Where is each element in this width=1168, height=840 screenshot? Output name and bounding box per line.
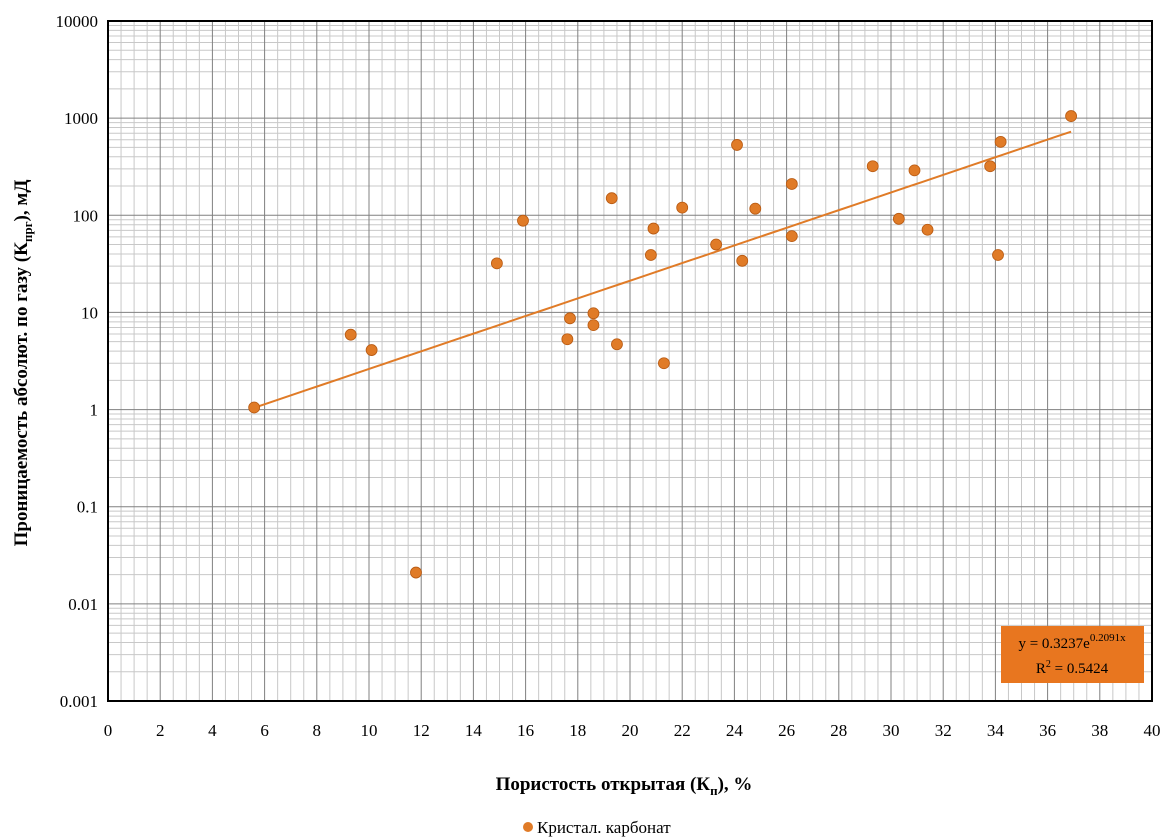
y-tick-label: 10: [81, 303, 98, 322]
x-tick-label: 24: [726, 721, 744, 740]
data-point: [647, 222, 660, 235]
trendline-r-squared: R2 = 0.5424: [1036, 659, 1109, 677]
data-point: [749, 202, 762, 215]
legend-marker: [523, 822, 533, 832]
x-tick-label: 30: [883, 721, 900, 740]
r2-superscript: 2: [1046, 659, 1051, 670]
data-point: [1065, 110, 1077, 122]
data-point: [892, 212, 905, 225]
data-point: [517, 214, 529, 227]
y-axis-tick-labels: 0.001 0.01 0.1 1 10 100 1000 10000: [56, 12, 99, 711]
legend-label: Кристал. карбонат: [537, 818, 671, 837]
data-point: [587, 307, 600, 320]
legend: Кристал. карбонат: [523, 818, 671, 837]
x-tick-label: 20: [622, 721, 639, 740]
y-axis-title-suffix: ), мД: [11, 180, 32, 222]
r2-main: R: [1036, 661, 1046, 677]
x-tick-label: 34: [987, 721, 1005, 740]
x-tick-label: 40: [1144, 721, 1161, 740]
y-tick-label: 0.001: [60, 692, 98, 711]
x-tick-label: 2: [156, 721, 165, 740]
plot-area-frame: [107, 20, 1153, 702]
y-tick-label: 1000: [64, 109, 98, 128]
trendline-equation-box: y = 0.3237e0.2091x R2 = 0.5424: [1001, 626, 1144, 683]
data-point: [611, 338, 623, 351]
x-tick-label: 6: [260, 721, 269, 740]
x-tick-label: 18: [569, 721, 586, 740]
data-point: [676, 201, 689, 214]
trendline-equation: y = 0.3237e0.2091x: [1018, 632, 1126, 652]
data-point: [564, 312, 576, 325]
y-tick-label: 1: [90, 401, 99, 420]
data-point: [248, 401, 261, 414]
data-point: [908, 164, 921, 177]
x-tick-label: 26: [778, 721, 795, 740]
x-tick-label: 12: [413, 721, 430, 740]
equation-box-background: [1001, 626, 1144, 683]
data-point: [984, 160, 997, 173]
x-tick-label: 38: [1091, 721, 1108, 740]
x-axis-tick-labels: 0 2 4 6 8 10 12 14 16 18 20 22 24 26 28 30 32 34 36 38 40: [104, 721, 1161, 740]
data-point: [731, 139, 743, 151]
data-point: [992, 249, 1004, 261]
y-axis-title: Проницаемость абсолют. по газу (Кпрг), м…: [11, 180, 35, 547]
x-tick-label: 10: [361, 721, 378, 740]
data-point: [587, 319, 600, 332]
data-point: [490, 257, 503, 270]
data-point: [365, 344, 378, 356]
data-points: [248, 110, 1077, 579]
data-point: [561, 333, 574, 346]
data-point: [994, 135, 1007, 148]
equation-exponent: 0.2091x: [1090, 632, 1126, 644]
y-tick-label: 0.1: [77, 498, 98, 517]
y-tick-label: 0.01: [68, 595, 98, 614]
x-axis-title: Пористость открытая (Кп), %: [496, 774, 753, 798]
data-point: [785, 230, 798, 243]
x-tick-label: 0: [104, 721, 113, 740]
data-point: [644, 249, 657, 261]
x-tick-label: 22: [674, 721, 691, 740]
x-tick-label: 16: [517, 721, 534, 740]
major-grid: [107, 20, 1153, 702]
data-point: [710, 238, 723, 251]
y-tick-label: 100: [73, 206, 99, 225]
x-tick-label: 28: [830, 721, 847, 740]
x-tick-label: 32: [935, 721, 952, 740]
x-axis-title-suffix: ), %: [718, 774, 753, 795]
x-tick-label: 14: [465, 721, 483, 740]
data-point: [605, 192, 618, 205]
y-axis-title-main: Проницаемость абсолют. по газу (К: [11, 242, 32, 547]
data-point: [658, 357, 670, 370]
trendline: [253, 130, 1072, 409]
data-point: [410, 566, 422, 579]
data-point: [785, 178, 798, 190]
data-point: [344, 328, 357, 341]
data-point: [866, 160, 879, 173]
y-axis-title-sub: прг: [20, 221, 35, 242]
r2-value: = 0.5424: [1051, 661, 1109, 677]
x-tick-label: 36: [1039, 721, 1056, 740]
x-axis-title-main: Пористость открытая (К: [496, 774, 711, 795]
x-tick-label: 4: [208, 721, 217, 740]
data-point: [736, 254, 749, 267]
y-tick-label: 10000: [56, 12, 99, 31]
equation-main: y = 0.3237e: [1018, 636, 1090, 652]
x-axis-title-sub: п: [710, 783, 718, 798]
data-point: [921, 223, 934, 236]
x-tick-label: 8: [313, 721, 322, 740]
